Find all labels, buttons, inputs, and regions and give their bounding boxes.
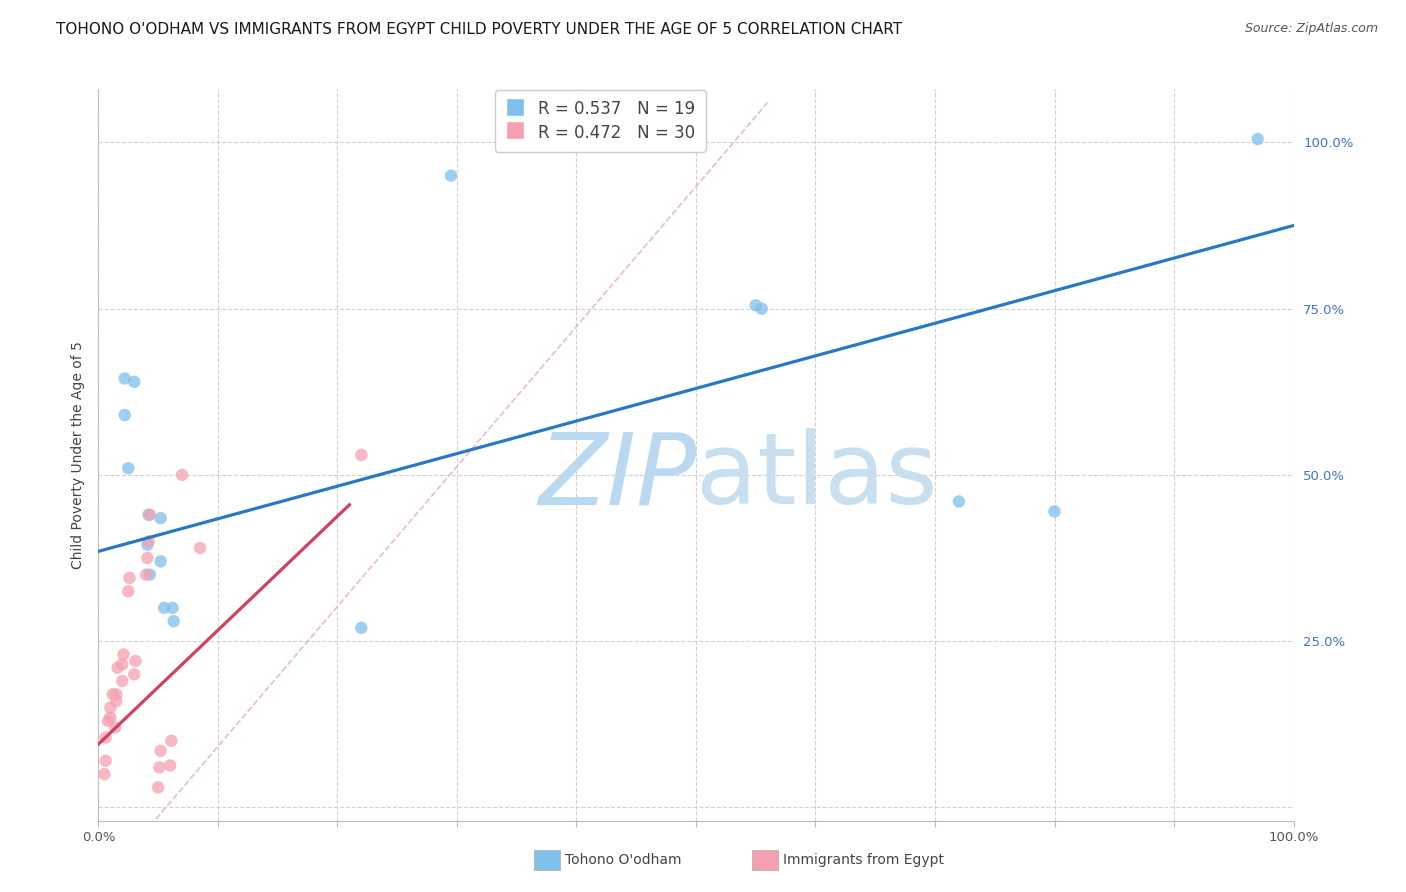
Point xyxy=(163,614,186,628)
Point xyxy=(1043,504,1066,518)
Point xyxy=(112,648,135,662)
Text: TOHONO O'ODHAM VS IMMIGRANTS FROM EGYPT CHILD POVERTY UNDER THE AGE OF 5 CORRELA: TOHONO O'ODHAM VS IMMIGRANTS FROM EGYPT … xyxy=(56,22,903,37)
Point xyxy=(148,760,170,774)
Point xyxy=(1247,132,1270,146)
Point xyxy=(149,554,172,568)
Point xyxy=(114,408,136,422)
Point xyxy=(104,721,127,735)
Y-axis label: Child Poverty Under the Age of 5: Child Poverty Under the Age of 5 xyxy=(70,341,84,569)
Point xyxy=(138,534,160,549)
Point xyxy=(111,657,134,672)
Point xyxy=(124,375,146,389)
Text: Immigrants from Egypt: Immigrants from Egypt xyxy=(783,853,945,867)
Point xyxy=(117,461,139,475)
Point xyxy=(162,600,184,615)
Point xyxy=(94,754,117,768)
Point xyxy=(350,621,373,635)
Point xyxy=(118,571,141,585)
Text: ZIP: ZIP xyxy=(537,428,696,525)
Point xyxy=(135,567,157,582)
Point xyxy=(160,734,183,748)
Point xyxy=(107,661,129,675)
Point xyxy=(101,687,124,701)
Point xyxy=(94,731,117,745)
Point xyxy=(111,673,134,688)
Point xyxy=(114,371,136,385)
Point xyxy=(124,667,146,681)
Point xyxy=(139,508,162,522)
Point xyxy=(948,494,970,508)
Point xyxy=(105,687,128,701)
Point xyxy=(97,714,120,728)
Text: Tohono O'odham: Tohono O'odham xyxy=(565,853,682,867)
Point xyxy=(124,654,146,668)
Point xyxy=(148,780,170,795)
Point xyxy=(136,551,159,566)
Point xyxy=(440,169,463,183)
Point xyxy=(350,448,373,462)
Point xyxy=(98,710,122,724)
Point xyxy=(153,600,176,615)
Point xyxy=(105,694,128,708)
Point xyxy=(745,298,768,312)
Point xyxy=(188,541,211,555)
Point xyxy=(149,511,172,525)
Point xyxy=(93,767,115,781)
Point xyxy=(138,508,160,522)
Text: Source: ZipAtlas.com: Source: ZipAtlas.com xyxy=(1244,22,1378,36)
Point xyxy=(136,538,159,552)
Point xyxy=(159,758,181,772)
Point xyxy=(172,467,194,482)
Point xyxy=(98,700,122,714)
Legend: R = 0.537   N = 19, R = 0.472   N = 30: R = 0.537 N = 19, R = 0.472 N = 30 xyxy=(495,90,706,152)
Point xyxy=(149,744,172,758)
Point xyxy=(139,567,162,582)
Text: atlas: atlas xyxy=(696,428,938,525)
Point xyxy=(751,301,773,316)
Point xyxy=(117,584,139,599)
